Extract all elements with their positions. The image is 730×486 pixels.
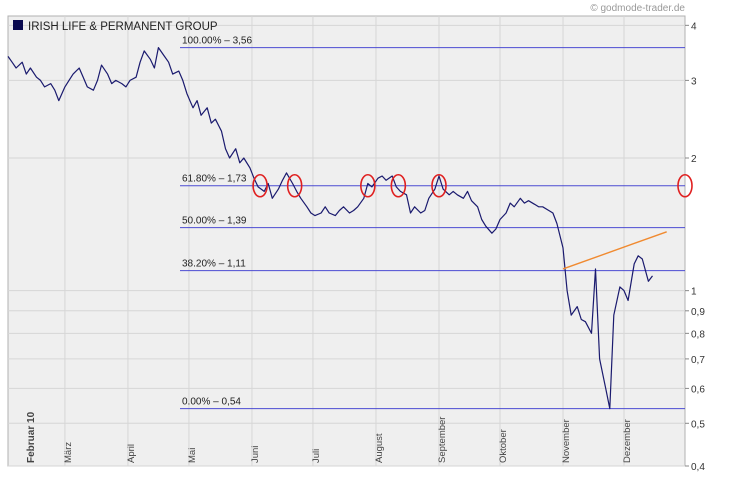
- fib-level-label: 100.00% – 3,56: [182, 36, 252, 47]
- x-tick-label: April: [126, 444, 137, 463]
- y-axis: 4 3 2 1 0,9 0,8 0,7 0,6 0,5 0,4: [685, 21, 705, 473]
- x-tick-label: Mai: [187, 448, 198, 463]
- y-tick-label: 2: [691, 154, 697, 165]
- title-text: IRISH LIFE & PERMANENT GROUP: [28, 21, 218, 33]
- circle-marker: [252, 173, 268, 198]
- grid: [8, 16, 685, 467]
- resistance-markers: [252, 173, 693, 198]
- y-tick-label: 0,8: [691, 329, 705, 340]
- price-series: [7, 46, 667, 410]
- plot-area: [7, 15, 686, 467]
- x-axis: Februar 10 März April Mai Juni Juli August Sept…: [26, 411, 633, 463]
- x-tick-label: Februar 10: [26, 411, 37, 463]
- circle-marker: [360, 173, 376, 198]
- y-tick-label: 4: [691, 21, 697, 32]
- title-color-box: [13, 20, 23, 30]
- x-tick-label: Dezember: [622, 419, 633, 463]
- trendline: [562, 231, 667, 270]
- x-tick-label: Juli: [311, 449, 322, 463]
- y-tick-label: 3: [691, 76, 697, 87]
- circle-marker: [677, 173, 693, 198]
- x-tick-label: August: [374, 433, 385, 463]
- x-tick-label: Oktober: [498, 429, 509, 463]
- x-tick-label: November: [561, 419, 572, 463]
- chart-title: IRISH LIFE & PERMANENT GROUP: [13, 20, 218, 33]
- circle-marker: [286, 173, 303, 198]
- circle-marker: [390, 173, 407, 198]
- y-tick-label: 0,7: [691, 355, 705, 366]
- y-tick-label: 0,4: [691, 462, 705, 473]
- x-tick-label: März: [63, 442, 74, 463]
- y-tick-label: 0,6: [691, 384, 705, 395]
- fib-level-label: 38.20% – 1,11: [182, 259, 246, 270]
- circle-marker: [431, 173, 447, 198]
- watermark: © godmode-trader.de: [590, 3, 685, 14]
- fib-level-label: 0.00% – 0,54: [182, 397, 241, 408]
- y-tick-label: 0,9: [691, 307, 705, 318]
- y-tick-label: 1: [691, 287, 697, 298]
- x-tick-label: September: [437, 417, 448, 463]
- price-line: [7, 46, 653, 410]
- fib-level-label: 50.00% – 1,39: [182, 216, 247, 227]
- y-tick-label: 0,5: [691, 419, 705, 430]
- x-tick-label: Juni: [250, 446, 261, 463]
- fib-level-label: 61.80% – 1,73: [182, 174, 247, 185]
